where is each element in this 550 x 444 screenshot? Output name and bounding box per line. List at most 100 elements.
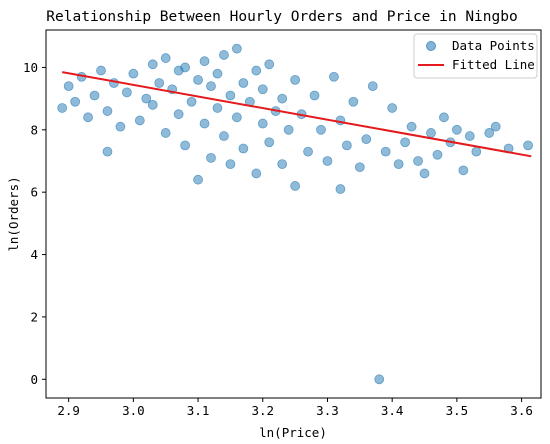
data-point [225,159,236,170]
points-layer [57,43,533,385]
data-point [121,87,132,98]
data-point [102,146,113,157]
data-point [212,103,223,113]
data-point [231,43,242,54]
data-point [225,90,236,101]
y-tick-label: 8 [30,122,38,137]
data-point [160,128,171,138]
data-point [316,124,326,135]
x-tick-label: 3.0 [122,403,145,418]
data-point [484,128,495,138]
data-point [264,137,275,148]
data-point [219,131,229,141]
data-point [147,99,158,110]
plot-area [45,29,542,399]
chart-title: Relationship Between Hourly Orders and P… [46,9,517,25]
data-point [57,103,68,113]
y-tick-label: 10 [23,60,38,75]
data-point [464,131,475,141]
data-point [173,109,184,120]
x-tick-label: 3.4 [381,403,404,418]
data-point [458,165,469,176]
fitted-line-layer [61,71,532,158]
data-point [154,78,165,88]
data-point [257,118,268,129]
data-point [89,90,100,101]
data-point [251,168,262,179]
legend-label-data-points: Data Points [452,38,535,53]
data-point [277,159,288,170]
data-point [432,149,443,160]
data-point [523,140,533,151]
data-point [380,146,391,157]
data-point [251,65,262,76]
data-point [341,140,352,151]
data-point [180,140,191,151]
data-point [451,124,462,135]
data-point [160,53,171,63]
y-axis-label: ln(Orders) [6,176,21,251]
data-point [290,181,301,191]
legend-box [413,33,538,79]
x-tick-label: 3.1 [187,403,210,418]
data-point [115,121,126,132]
data-point [406,121,417,132]
data-point [180,62,191,73]
data-point [206,81,216,92]
x-axis-ticks: 2.9 3.0 3.1 3.2 3.3 3.4 3.5 3.6 [57,398,533,418]
data-point [199,118,210,129]
data-point [490,121,501,132]
fitted-line [61,71,532,158]
y-axis-ticks: 0 2 4 6 8 10 [23,60,46,387]
data-point [303,146,313,157]
data-point [238,143,249,154]
data-point [147,59,158,70]
y-tick-label: 6 [30,185,38,200]
data-point [329,71,339,82]
data-point [426,128,436,138]
data-point [193,174,203,185]
data-point [186,96,197,107]
x-tick-label: 3.5 [446,403,469,418]
x-tick-label: 3.2 [251,403,274,418]
data-point [128,68,139,79]
data-point [102,106,113,116]
data-point [413,156,423,166]
data-point [309,90,320,101]
data-point [206,152,216,163]
legend-marker-data-points [426,41,436,51]
data-point [63,81,74,92]
data-point [354,162,365,173]
data-point [283,124,294,135]
data-point [374,374,385,385]
x-tick-label: 3.6 [510,403,533,418]
y-tick-label: 2 [30,309,38,324]
y-tick-label: 0 [30,372,38,387]
data-point [219,50,229,60]
data-point [238,78,249,88]
data-point [439,112,449,123]
data-point [83,112,93,123]
legend: Data Points Fitted Line [413,33,538,79]
data-point [335,184,346,194]
x-axis-label: ln(Price) [259,425,327,440]
data-point [348,96,359,107]
data-point [199,56,210,67]
data-point [277,93,288,104]
data-point [70,96,81,107]
data-point [212,68,223,79]
data-point [134,115,145,126]
data-point [400,137,411,148]
data-point [419,168,430,179]
data-point [367,81,378,92]
data-point [322,156,333,166]
data-point [257,84,268,95]
data-point [387,103,398,113]
data-point [231,112,242,123]
data-point [264,59,275,70]
data-point [471,146,482,157]
data-point [96,65,106,76]
x-tick-label: 3.3 [316,403,339,418]
data-point [393,159,404,170]
